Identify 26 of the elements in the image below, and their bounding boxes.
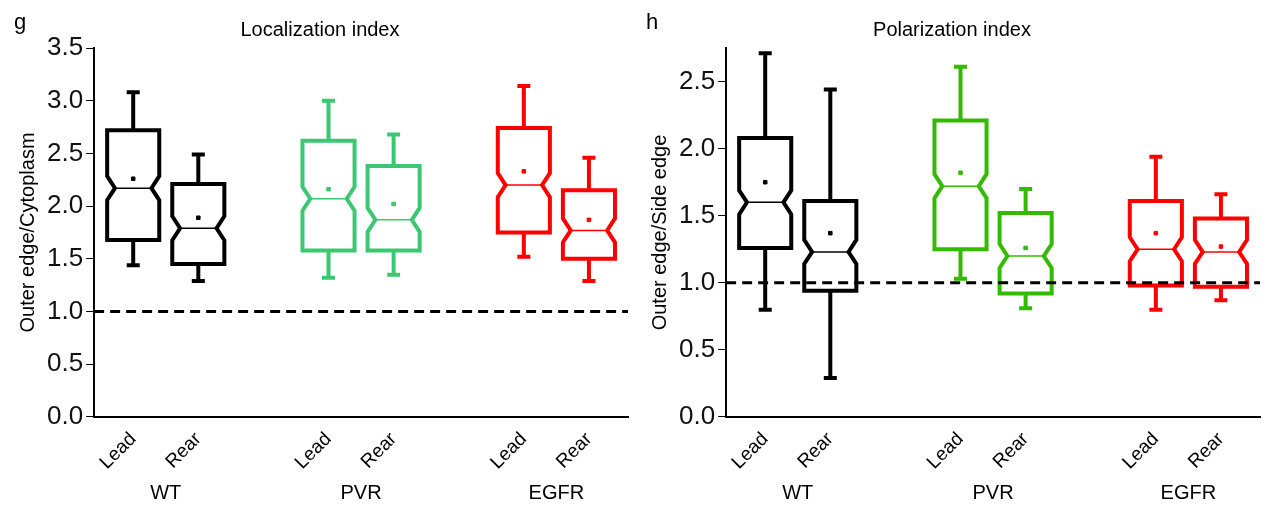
chart-title: Polarization index [873,17,1031,40]
text: PVR [340,480,382,503]
y-axis-title: Outer edge/Cytoplasm [15,132,38,333]
y-tick-label: 2.5 [678,64,716,95]
y-tick-label: 2.0 [46,189,84,220]
y-tick-label: 1.0 [46,294,84,325]
y-tick-label: 1.5 [46,242,84,273]
y-tick-label: 1.0 [678,265,716,296]
y-axis-title: Outer edge/Side edge [647,134,670,331]
y-tick-label: 1.5 [678,198,716,229]
y-tick-label: 0.5 [46,347,84,378]
y-tick-label: 2.0 [678,131,716,162]
chart-title: Localization index [240,17,400,40]
text: EGFR [528,480,585,503]
text: EGFR [1160,480,1217,503]
y-tick-label: 3.5 [46,31,84,62]
text: WT [782,480,814,503]
text: PVR [972,480,1014,503]
text: g [14,9,27,35]
text: h [646,9,659,35]
text: WT [150,480,182,503]
y-tick-label: 3.0 [46,83,84,114]
y-tick-label: 0.0 [678,400,716,431]
y-tick-label: 0.5 [678,333,716,364]
y-tick-label: 2.5 [46,136,84,167]
y-tick-label: 0.0 [46,400,84,431]
